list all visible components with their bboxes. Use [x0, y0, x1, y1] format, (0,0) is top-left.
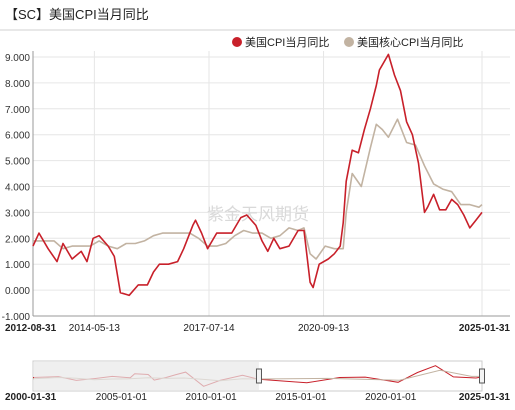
navigator-x-axis: 2000-01-31 2005-01-01 2010-01-01 2015-01-01… [5, 392, 510, 403]
legend: 美国CPI当月同比 美国核心CPI当月同比 [232, 35, 463, 49]
navigator-tick-label: 2010-01-01 [186, 392, 238, 403]
series-line-cpi [32, 53, 483, 297]
x-axis: 2012-08-31 2014-05-13 2017-07-14 2020-09-13… [5, 323, 510, 334]
series-line-core-cpi [33, 118, 483, 260]
y-tick-label: 0.000 [5, 286, 30, 297]
legend-item-core-cpi[interactable]: 美国核心CPI当月同比 [344, 35, 463, 49]
y-tick-label: 3.000 [5, 208, 30, 219]
watermark: 紫金天风期货 [207, 205, 309, 224]
legend-marker-cpi [232, 37, 242, 47]
navigator-mask-left [34, 362, 259, 390]
chart-title: 【SC】美国CPI当月同比 [5, 7, 149, 22]
legend-label-core-cpi: 美国核心CPI当月同比 [357, 35, 463, 49]
navigator-tick-label: 2000-01-31 [5, 392, 57, 403]
legend-label-cpi: 美国CPI当月同比 [245, 35, 329, 49]
x-tick-label: 2012-08-31 [5, 323, 57, 334]
y-tick-label: 1.000 [5, 260, 30, 271]
x-tick-label: 2020-09-13 [298, 323, 350, 334]
y-tick-label: -1.000 [2, 312, 31, 323]
y-tick-label: 6.000 [5, 131, 30, 142]
y-axis: 9.000 8.000 7.000 6.000 5.000 4.000 3.000 2.000… [2, 51, 34, 323]
y-tick-label: 7.000 [5, 105, 30, 116]
navigator-tick-label: 2015-01-01 [275, 392, 327, 403]
navigator-tick-label: 2005-01-01 [96, 392, 148, 403]
x-tick-label: 2025-01-31 [459, 323, 511, 334]
navigator-tick-label: 2020-01-01 [365, 392, 417, 403]
x-tick-label: 2017-07-14 [183, 323, 235, 334]
x-tick-label: 2014-05-13 [69, 323, 121, 334]
series-layer [32, 53, 483, 297]
y-tick-label: 9.000 [5, 53, 30, 64]
legend-marker-core-cpi [344, 37, 354, 47]
navigator[interactable]: 2000-01-31 2005-01-01 2010-01-01 2015-01-01… [5, 360, 510, 403]
y-tick-label: 2.000 [5, 234, 30, 245]
navigator-handle-left[interactable] [255, 368, 262, 384]
y-tick-label: 5.000 [5, 157, 30, 168]
grid [32, 51, 510, 317]
legend-item-cpi[interactable]: 美国CPI当月同比 [232, 35, 329, 49]
navigator-tick-label: 2025-01-31 [459, 392, 511, 403]
navigator-handle-right[interactable] [479, 368, 485, 384]
y-tick-label: 4.000 [5, 183, 30, 194]
y-tick-label: 8.000 [5, 79, 30, 90]
